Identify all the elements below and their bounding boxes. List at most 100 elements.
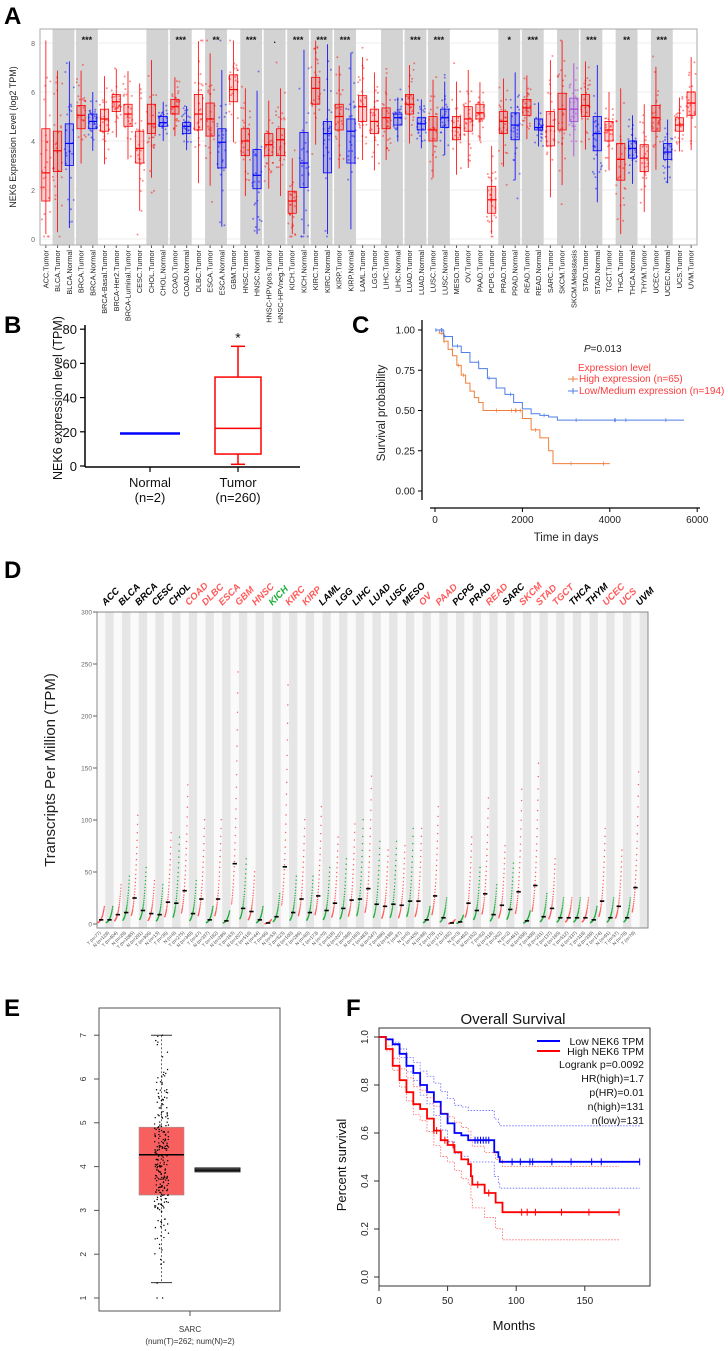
jitter-point [43,186,46,189]
jitter-point [235,67,238,70]
expression-point [367,879,370,882]
expression-point [192,908,195,910]
sample-point [163,1201,166,1203]
expression-point [244,884,246,887]
expression-point [102,909,105,912]
expression-point [173,911,176,914]
expression-point [500,908,502,910]
jitter-point [152,136,155,139]
jitter-point [351,51,354,54]
jitter-point [475,114,478,117]
jitter-point [357,76,360,79]
expression-point [200,895,202,897]
expression-point [636,840,638,843]
expression-point [409,889,412,892]
expression-point [119,890,122,892]
jitter-point [612,113,615,116]
x-tick-label: TGCT.Tumor [605,249,614,291]
sample-point [159,1145,162,1147]
jitter-point [81,138,84,141]
expression-point [627,910,630,912]
sample-point [166,1142,168,1144]
expression-point [368,855,371,858]
jitter-point [89,129,92,132]
expression-point [561,906,564,908]
expression-point [432,908,434,911]
expression-point [510,895,513,897]
y-tick-label: 0.0 [360,1270,371,1284]
jitter-point [140,149,143,152]
confidence-upper [379,1036,620,1167]
survival-curve [435,329,610,465]
jitter-point [260,145,263,148]
sample-point [161,1083,164,1085]
expression-point [395,840,398,843]
sample-point [161,1034,164,1036]
jitter-point [433,126,436,129]
jitter-point [248,179,251,182]
jitter-point [293,233,296,236]
expression-point [131,911,133,913]
expression-point [412,835,414,838]
jitter-point [451,98,454,101]
expression-point [534,883,536,885]
expression-point [231,894,234,897]
jitter-point [538,119,541,122]
expression-point [517,895,519,897]
expression-point [350,902,352,904]
expression-point [344,887,346,890]
expression-point [217,886,220,889]
expression-point [177,861,180,864]
expression-point [192,910,194,912]
expression-point [160,900,163,902]
cancer-band [405,612,415,928]
jitter-point [663,146,666,149]
jitter-point [656,127,659,130]
shaded-group-band [381,29,403,245]
y-tick-label: 0 [31,237,35,244]
expression-point [336,871,338,874]
jitter-point [362,67,365,70]
sample-point [154,1165,157,1168]
jitter-point [283,118,286,121]
box [334,103,344,131]
jitter-point [122,95,125,98]
expression-point [357,907,360,910]
jitter-point [591,170,594,173]
x-tick-label: 50 [442,1296,454,1307]
expression-point [445,904,447,907]
expression-point [357,910,359,912]
expression-point [143,897,145,899]
sample-point [166,1112,168,1114]
jitter-point [90,130,93,133]
expression-point [241,910,243,913]
jitter-point [155,94,158,97]
sample-point [161,1081,163,1084]
expression-point [365,901,368,904]
jitter-point [401,97,404,100]
box [381,107,391,130]
expression-point [192,911,194,913]
expression-point [383,909,385,911]
sample-point [158,1144,161,1147]
jitter-point [289,185,292,188]
expression-point [483,897,486,899]
jitter-point [66,113,69,116]
expression-point [175,897,178,900]
jitter-point [305,121,308,124]
jitter-point [70,109,73,112]
x-tick-label: LUAD.Tumor [405,249,414,292]
expression-point [235,773,238,776]
y-tick-label: 0.6 [360,1126,371,1140]
expression-point [410,886,412,889]
jitter-point [325,235,328,238]
expression-point [117,908,120,910]
jitter-point [199,73,202,76]
expression-point [409,895,411,897]
expression-point [315,908,317,911]
jitter-point [82,119,85,122]
jitter-point [294,233,297,236]
expression-point [294,897,296,899]
jitter-point [176,117,179,120]
